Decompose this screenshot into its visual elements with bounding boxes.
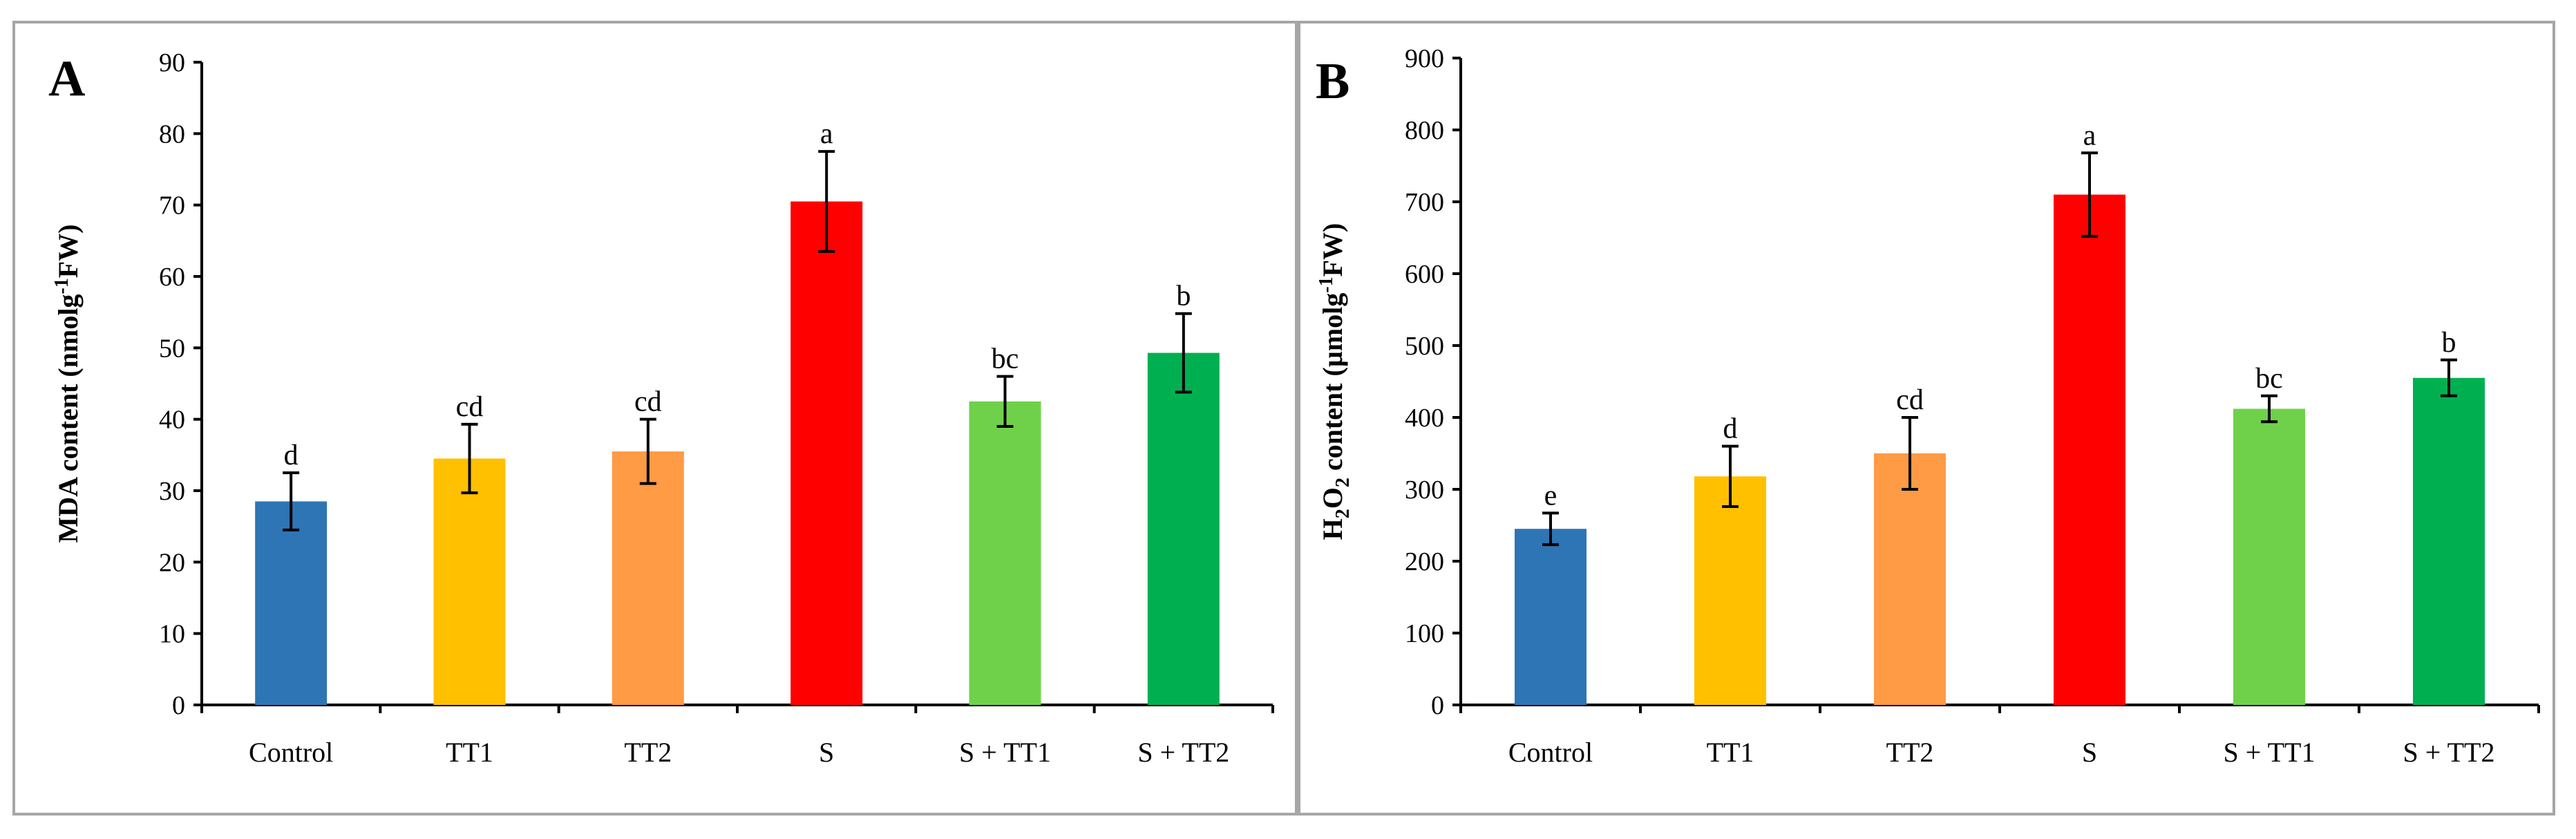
y-axis-label: MDA content (nmolg-1FW) — [51, 224, 84, 543]
y-tick-label: 0 — [1431, 691, 1444, 720]
y-tick-label: 500 — [1405, 332, 1444, 361]
y-tick-label: 200 — [1405, 547, 1444, 576]
x-tick-label: S — [819, 737, 834, 768]
x-tick-label: S + TT1 — [2224, 737, 2315, 768]
y-tick-label: 600 — [1405, 260, 1444, 289]
y-tick-label: 100 — [1405, 619, 1444, 648]
bar — [969, 401, 1041, 705]
significance-label: cd — [1896, 384, 1924, 416]
y-tick-label: 90 — [159, 48, 185, 77]
panel-letter: A — [48, 50, 85, 107]
chart-panel-b: B H2O2 content (µmolg-1FW) 0 100 200 300 400 50… — [1298, 21, 2555, 816]
bar — [612, 451, 684, 705]
significance-label: cd — [634, 386, 662, 418]
bar — [2054, 194, 2125, 706]
x-tick-label: Control — [249, 737, 333, 768]
y-tick-label: 900 — [1405, 44, 1444, 73]
chart-panel-a: A MDA content (nmolg-1FW) 0 10 20 30 40 50 60 70 8… — [12, 21, 1298, 816]
significance-label: bc — [992, 343, 1019, 375]
bar — [790, 201, 863, 705]
significance-label: cd — [456, 391, 484, 423]
y-tick-label: 300 — [1405, 475, 1444, 505]
y-axis-label: H2O2 content (µmolg-1FW) — [1316, 223, 1354, 540]
significance-label: bc — [2255, 363, 2283, 395]
significance-label: e — [1544, 480, 1557, 511]
y-tick-label: 800 — [1405, 116, 1444, 145]
y-tick-label: 60 — [159, 263, 185, 292]
bar — [1874, 453, 1946, 705]
significance-label: b — [1176, 281, 1191, 312]
bar — [1515, 529, 1587, 705]
x-tick-label: TT2 — [1886, 737, 1934, 768]
y-tick-label: 40 — [159, 406, 185, 435]
bar — [2413, 377, 2485, 705]
x-tick-label: S + TT2 — [1137, 737, 1229, 768]
y-tick-label: 400 — [1405, 404, 1444, 433]
x-tick-label: TT1 — [1707, 737, 1754, 768]
x-tick-label: S + TT2 — [2403, 737, 2495, 768]
y-tick-label: 10 — [159, 620, 185, 649]
x-tick-label: TT2 — [624, 737, 672, 768]
mda-chart: A MDA content (nmolg-1FW) 0 10 20 30 40 50 60 70 8… — [48, 48, 1274, 768]
bar — [1147, 352, 1220, 705]
x-tick-label: S — [2082, 737, 2097, 768]
y-tick-label: 0 — [172, 691, 185, 720]
x-tick-label: S + TT1 — [959, 737, 1051, 768]
y-tick-label: 30 — [159, 477, 185, 506]
bar — [433, 458, 506, 705]
h2o2-chart: B H2O2 content (µmolg-1FW) 0 100 200 300 400 50… — [1316, 44, 2540, 768]
y-tick-label: 700 — [1405, 188, 1444, 217]
y-tick-label: 80 — [159, 120, 185, 149]
panel-letter: B — [1316, 53, 1349, 110]
bar — [255, 501, 328, 705]
x-tick-label: TT1 — [446, 737, 493, 768]
y-tick-label: 20 — [159, 548, 185, 577]
significance-label: b — [2442, 327, 2456, 359]
y-tick-label: 70 — [159, 191, 185, 220]
x-tick-label: Control — [1508, 737, 1593, 768]
bar — [1694, 476, 1766, 705]
significance-label: a — [820, 118, 833, 150]
y-tick-label: 50 — [159, 334, 185, 363]
significance-label: d — [284, 440, 299, 471]
bar — [2233, 408, 2305, 705]
significance-label: d — [1723, 413, 1738, 445]
significance-label: a — [2083, 120, 2096, 151]
